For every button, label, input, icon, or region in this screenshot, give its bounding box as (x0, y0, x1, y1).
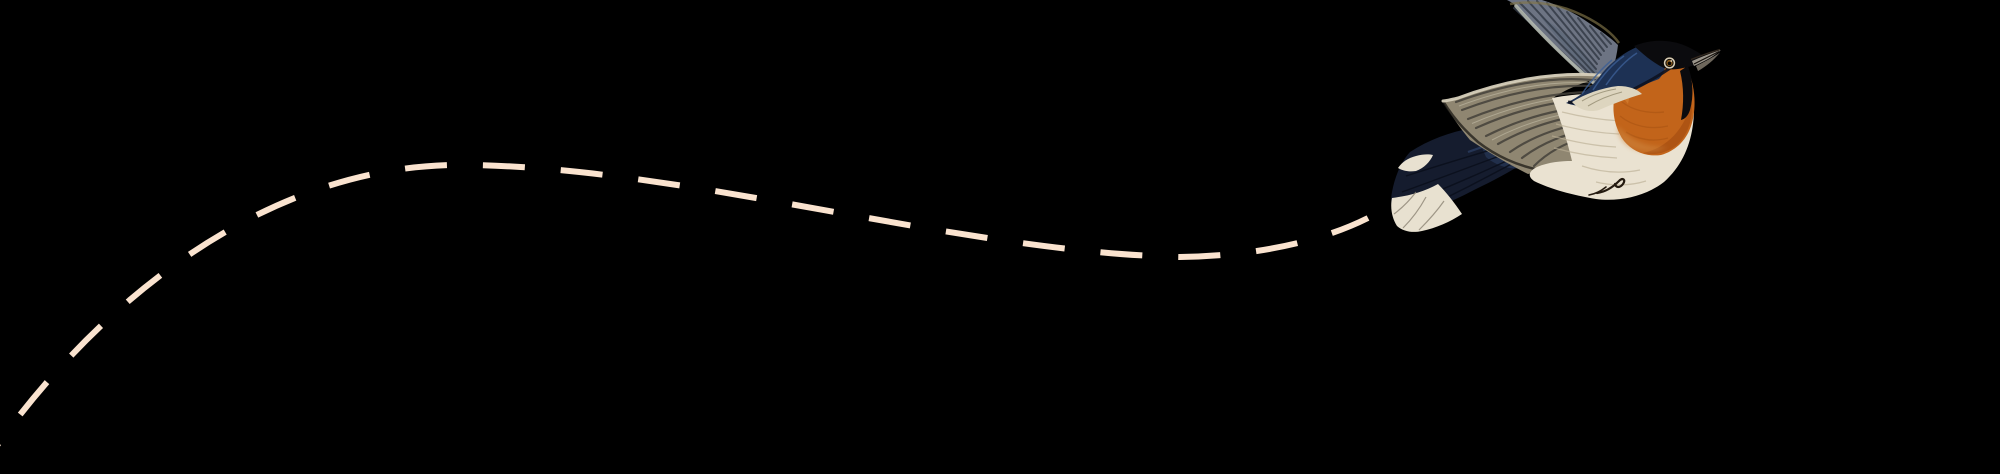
beak-gape-line (1693, 51, 1720, 65)
eye-glint (1670, 60, 1673, 62)
bib-band-fill (1680, 66, 1693, 120)
cap-mask-fill (1634, 40, 1707, 70)
beak-culmen-line (1690, 48, 1721, 61)
eye-pupil (1667, 61, 1672, 66)
far-wing-olive-rim (1509, 1, 1621, 44)
bird-illustration (1391, 0, 1721, 232)
bird-far-wing (1507, 0, 1621, 92)
bird-foot (1588, 178, 1626, 196)
far-wing-sheen (1540, 16, 1599, 82)
eye-ring (1663, 57, 1676, 69)
scapular-streaks (1581, 88, 1623, 107)
tail-white-tips (1391, 184, 1462, 232)
foot-claw-curl (1595, 178, 1626, 195)
beak-lower (1696, 52, 1720, 71)
bird-eye (1663, 56, 1676, 70)
near-wing-fill (1443, 74, 1608, 174)
bird-near-wing (1441, 72, 1610, 174)
bird-scapulars (1572, 86, 1642, 112)
foot-toe (1588, 186, 1607, 196)
near-wing-lower-edge (1441, 100, 1541, 172)
tail-white-upper-feather (1398, 154, 1433, 172)
mantle-fill (1566, 42, 1666, 107)
dashed-flight-path (0, 161, 1370, 447)
bird-beak (1690, 48, 1721, 71)
mantle-sheen-lines (1581, 52, 1638, 95)
chest-soft-blend (1617, 126, 1668, 152)
tail-white-tip-separations (1393, 191, 1445, 231)
bird-black-cap (1634, 40, 1707, 120)
near-wing-leading-edge-highlight (1441, 72, 1610, 103)
chest-shadow (1643, 98, 1692, 155)
chest-texture-lines (1619, 101, 1669, 141)
